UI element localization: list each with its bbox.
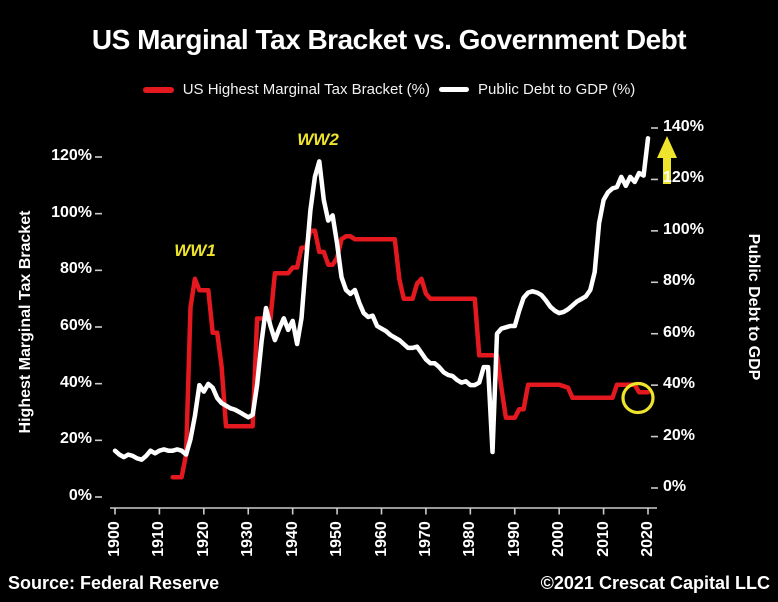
left-axis-tick-label: 40% [59, 374, 92, 391]
x-axis-tick-label: 1940 [284, 521, 301, 557]
left-axis-tick-label: 100% [51, 204, 92, 221]
ww2-annotation: WW2 [297, 130, 339, 149]
source-note: Source: Federal Reserve [8, 573, 220, 593]
x-axis-tick-label: 1970 [417, 521, 434, 557]
copyright-note: ©2021 Crescat Capital LLC [540, 573, 770, 593]
right-axis-tick-label: 40% [663, 375, 696, 392]
x-axis-tick-label: 1980 [461, 521, 478, 557]
x-axis-tick-label: 1990 [506, 521, 523, 557]
x-axis-tick-label: 1960 [373, 521, 390, 557]
x-axis-tick-label: 2000 [550, 521, 567, 557]
right-axis-tick-label: 60% [663, 324, 696, 341]
right-axis-tick-label: 140% [663, 118, 704, 135]
right-axis-tick-label: 120% [663, 169, 704, 186]
x-axis-tick-label: 1950 [328, 521, 345, 557]
left-axis-tick-label: 20% [59, 430, 92, 447]
ww1-annotation: WW1 [174, 241, 216, 260]
right-axis-tick-label: 80% [663, 272, 696, 289]
tax-series-legend-label: US Highest Marginal Tax Bracket (%) [182, 81, 431, 98]
debt-to-gdp-line [112, 136, 651, 462]
legend: US Highest Marginal Tax Bracket (%) Publ… [0, 81, 778, 98]
x-axis-tick-label: 1910 [150, 521, 167, 557]
left-axis-tick-label: 60% [59, 317, 92, 334]
right-axis-tick-label: 0% [663, 478, 687, 495]
right-axis-tick-label: 20% [663, 427, 696, 444]
x-axis-tick-label: 1920 [195, 521, 212, 557]
right-axis-tick-label: 100% [663, 221, 704, 238]
x-axis-tick-label: 1930 [239, 521, 256, 557]
left-axis-tick-label: 0% [68, 487, 92, 504]
tax-series-swatch [142, 86, 174, 93]
left-axis-tick-label: 120% [51, 147, 92, 164]
x-axis-tick-label: 2020 [639, 521, 656, 557]
left-axis-tick-label: 80% [59, 260, 92, 277]
chart-title: US Marginal Tax Bracket vs. Government D… [91, 24, 687, 55]
tax-bracket-line [170, 228, 651, 480]
debt-series-swatch [439, 87, 470, 92]
x-axis-tick-label: 1900 [106, 521, 123, 557]
highlight-circle [621, 381, 655, 415]
x-axis-tick-label: 2010 [595, 521, 612, 557]
up-arrow-icon [657, 136, 677, 184]
debt-series-legend-label: Public Debt to GDP (%) [478, 81, 636, 98]
